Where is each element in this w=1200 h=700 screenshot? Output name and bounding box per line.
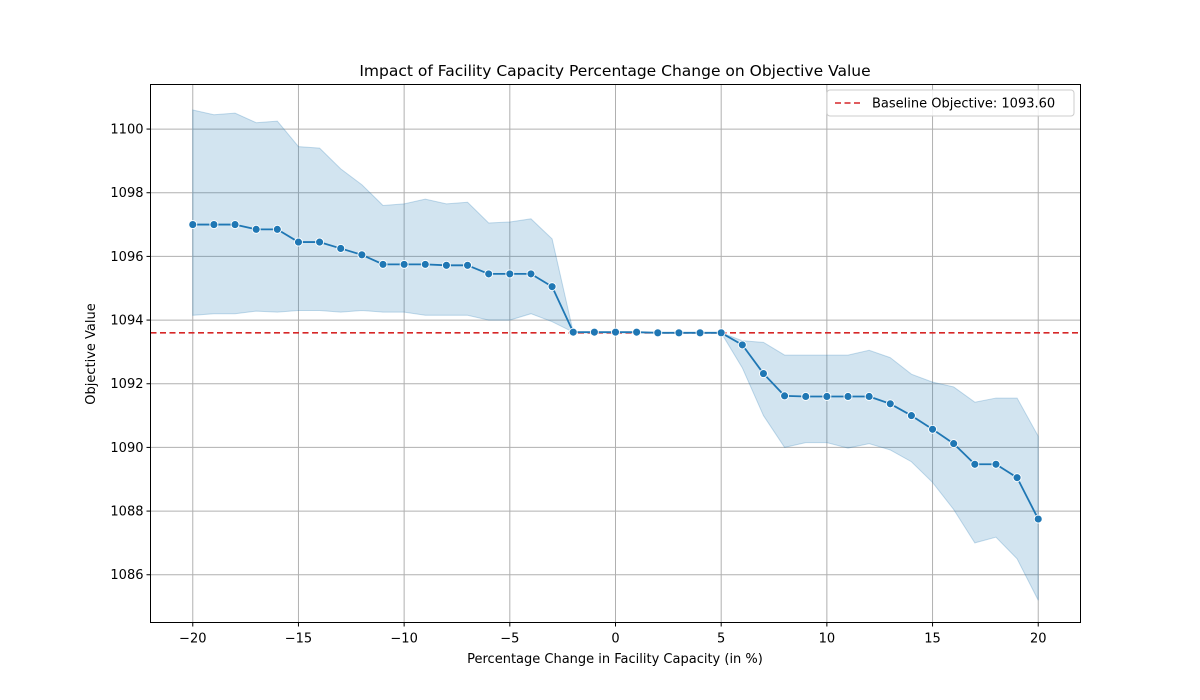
data-point <box>780 391 790 401</box>
confidence-band <box>192 109 1039 601</box>
data-point <box>399 259 409 269</box>
data-point <box>653 328 663 338</box>
data-point <box>737 340 747 350</box>
data-point <box>991 459 1001 469</box>
y-tick-label: 1086 <box>110 568 143 583</box>
data-point <box>315 237 325 247</box>
x-tick-label: 10 <box>819 632 836 647</box>
data-point <box>970 459 980 469</box>
data-point <box>568 327 578 337</box>
x-tick-label: 5 <box>717 632 725 647</box>
x-tick-label: −20 <box>179 632 206 647</box>
legend: Baseline Objective: 1093.60 <box>826 89 1075 117</box>
y-tick-label: 1088 <box>110 505 143 520</box>
y-tick-label: 1094 <box>110 314 143 329</box>
data-point <box>906 411 916 421</box>
y-tick-label: 1092 <box>110 377 143 392</box>
data-point <box>949 439 959 449</box>
data-point <box>378 259 388 269</box>
y-tick-label: 1090 <box>110 441 143 456</box>
data-point <box>230 220 240 230</box>
x-axis-label: Percentage Change in Facility Capacity (… <box>467 652 763 667</box>
data-point <box>420 259 430 269</box>
data-point <box>843 392 853 401</box>
data-point <box>759 369 768 379</box>
x-tick-label: 20 <box>1030 632 1047 647</box>
data-point <box>484 269 494 279</box>
x-tick-label: 0 <box>611 632 619 647</box>
chart-title: Impact of Facility Capacity Percentage C… <box>359 62 870 80</box>
data-point <box>209 220 219 230</box>
data-point <box>251 224 261 234</box>
data-point <box>272 224 282 234</box>
data-point <box>441 260 451 270</box>
x-axis-ticks: −20 −15 −10 −5 0 5 10 15 20 <box>179 622 1047 647</box>
data-point <box>463 260 472 270</box>
data-point <box>632 327 642 337</box>
series-markers <box>188 220 1043 524</box>
legend-box <box>826 89 1075 117</box>
grid <box>150 84 1081 623</box>
y-axis-ticks: 1086 1088 1090 1092 1094 1096 1098 1100 <box>110 123 151 583</box>
ci-band <box>192 109 1039 601</box>
x-tick-label: −15 <box>285 632 312 647</box>
data-point <box>188 220 198 230</box>
x-tick-label: −5 <box>500 632 519 647</box>
data-point <box>1012 473 1022 483</box>
data-point <box>357 250 367 260</box>
y-tick-label: 1100 <box>110 123 143 138</box>
data-point <box>674 328 684 338</box>
data-point <box>928 424 937 434</box>
data-point <box>505 269 515 279</box>
data-point <box>864 392 874 401</box>
data-point <box>1033 514 1043 524</box>
data-point <box>294 237 303 247</box>
data-point <box>801 392 811 401</box>
data-point <box>611 327 620 337</box>
legend-baseline-label: Baseline Objective: 1093.60 <box>872 97 1055 112</box>
data-point <box>589 327 599 337</box>
data-point <box>695 328 705 338</box>
y-tick-label: 1098 <box>110 186 143 201</box>
data-point <box>822 392 832 401</box>
data-point <box>336 243 346 253</box>
x-tick-label: 15 <box>924 632 941 647</box>
data-point <box>885 399 895 409</box>
data-point <box>526 269 536 279</box>
data-point <box>547 282 557 292</box>
data-point <box>716 328 726 338</box>
y-tick-label: 1096 <box>110 250 143 265</box>
y-axis-label: Objective Value <box>84 303 99 404</box>
x-tick-label: −10 <box>390 632 417 647</box>
